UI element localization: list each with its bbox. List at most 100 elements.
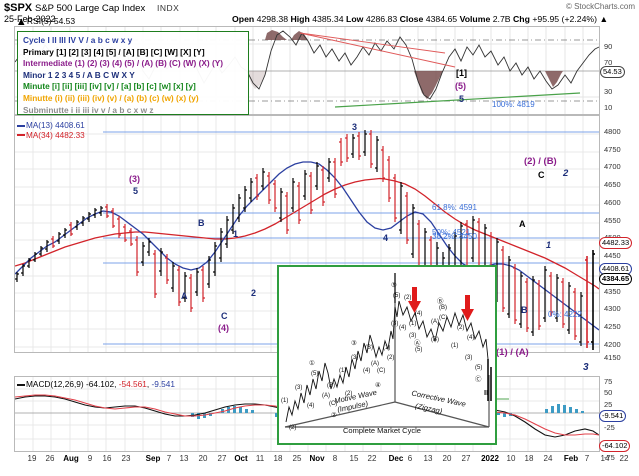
elliott-wave-cycle-inset: (1) (2) (3) (4) (5) (A) (C) (1) (2) (B) … bbox=[277, 265, 497, 445]
inset-diagram: (1) (2) (3) (4) (5) (A) (C) (1) (2) (B) … bbox=[281, 273, 492, 431]
wave-label-primary-1: [1] bbox=[456, 68, 467, 78]
close-label: Close bbox=[399, 14, 424, 24]
open-value: 4298.38 bbox=[256, 14, 289, 24]
symbol-ticker: $SPX bbox=[4, 2, 33, 14]
date-tick: 15 bbox=[349, 454, 359, 463]
ma13-color-swatch bbox=[17, 124, 25, 127]
svg-text:(4): (4) bbox=[467, 335, 474, 341]
wave-label-5-minor: 5 bbox=[459, 94, 465, 104]
date-tick: Feb bbox=[563, 454, 579, 463]
ma34-value: 4482.33 bbox=[55, 130, 85, 140]
svg-text:(B): (B) bbox=[327, 383, 335, 389]
rsi-tick-90: 90 bbox=[604, 42, 613, 51]
close-price-bubble: 4384.65 bbox=[599, 273, 633, 285]
legend-primary: Primary [1] [2] [3] [4] [5] / [A] [B] [C… bbox=[23, 46, 205, 57]
symbol-name: S&P 500 Large Cap Index bbox=[35, 3, 146, 14]
price-tick-4300: 4300 bbox=[604, 304, 621, 313]
date-tick: 27 bbox=[217, 454, 227, 463]
svg-text:④: ④ bbox=[375, 381, 381, 389]
date-tick: 9 bbox=[87, 454, 93, 463]
wave-label-C-top: C bbox=[538, 170, 545, 180]
date-tick: 11 bbox=[255, 454, 265, 463]
high-value: 4385.34 bbox=[312, 14, 344, 24]
macd-indicator-label: MACD(12,26,9) -64.102, -54.561, -9.541 bbox=[17, 379, 175, 389]
inset-caption-bottom: Complete Market Cycle bbox=[343, 426, 421, 435]
macd-tick-50: 50 bbox=[604, 388, 613, 397]
svg-text:③: ③ bbox=[351, 339, 357, 347]
wave-label-4-intermediate: (4) bbox=[218, 323, 229, 333]
ma13-value: 4408.61 bbox=[55, 121, 85, 130]
volume-label: Volume bbox=[459, 14, 491, 24]
macd-v1: -64.102 bbox=[85, 379, 115, 389]
wave-label-3-intermediate: (3) bbox=[129, 174, 140, 184]
wave-label-4-mid: 4 bbox=[383, 233, 389, 243]
rsi-tick-70: 70 bbox=[604, 58, 613, 67]
date-tick: 22 bbox=[367, 454, 377, 463]
close-value: 4384.65 bbox=[425, 14, 458, 24]
date-tick: Sep bbox=[145, 454, 161, 463]
svg-text:(4): (4) bbox=[415, 311, 422, 317]
date-tick: 24 bbox=[543, 454, 553, 463]
svg-text:(5): (5) bbox=[311, 371, 318, 377]
svg-text:(1): (1) bbox=[383, 345, 390, 351]
date-tick: 18 bbox=[524, 454, 534, 463]
price-tick-4600: 4600 bbox=[604, 198, 621, 207]
macd-signal-bubble: -9.541 bbox=[599, 410, 627, 422]
macd-v3: -9.541 bbox=[151, 379, 176, 389]
ohlc-summary: Open 4298.38 High 4385.34 Low 4286.83 Cl… bbox=[232, 14, 608, 24]
date-tick: 20 bbox=[442, 454, 452, 463]
date-tick: Nov bbox=[309, 454, 325, 463]
rsi-current-bubble: 54.53 bbox=[600, 66, 625, 78]
date-tick: 2022 bbox=[481, 454, 499, 463]
wave-label-3: 3 bbox=[352, 122, 358, 132]
fib-label-0: 0%: 4222 bbox=[548, 310, 582, 319]
price-tick-4200: 4200 bbox=[604, 340, 621, 349]
svg-text:(C): (C) bbox=[377, 368, 385, 374]
legend-cycle: Cycle I II III IV V / a b c w x y bbox=[23, 35, 133, 45]
date-tick: 7 bbox=[166, 454, 172, 463]
wave-label-2-top: 2 bbox=[563, 168, 569, 179]
wave-label-1-A: (1) / (A) bbox=[496, 347, 529, 358]
fib-label-382: 38.2%: 4450 bbox=[432, 232, 477, 241]
ma13-legend-row: MA(13) 4408.61 bbox=[17, 121, 85, 131]
macd-tick-m25: -25 bbox=[604, 423, 615, 432]
svg-text:(2): (2) bbox=[289, 425, 296, 431]
moving-average-legend: MA(13) 4408.61 MA(34) 4482.33 bbox=[17, 121, 85, 140]
date-tick: Dec bbox=[388, 454, 404, 463]
svg-text:(4): (4) bbox=[399, 325, 406, 331]
svg-text:(5): (5) bbox=[475, 365, 482, 371]
fib-label-100: 100%: 4819 bbox=[492, 100, 535, 109]
date-tick: 23 bbox=[121, 454, 131, 463]
chart-date: 25-Feb-2022 bbox=[4, 14, 56, 24]
wave-label-2: 2 bbox=[251, 288, 257, 298]
volume-value: 2.7B bbox=[492, 14, 511, 24]
svg-text:(1): (1) bbox=[339, 368, 346, 374]
date-tick: 27 bbox=[461, 454, 471, 463]
wave-label-A: A bbox=[181, 291, 188, 301]
date-tick: 10 bbox=[506, 454, 516, 463]
price-tick-4350: 4350 bbox=[604, 287, 621, 296]
date-tick: 14 bbox=[600, 454, 610, 463]
wave-label-1-mid: 1 bbox=[546, 240, 552, 250]
rsi-value: 54.53 bbox=[53, 16, 76, 26]
high-label: High bbox=[290, 14, 310, 24]
svg-text:(2): (2) bbox=[345, 391, 352, 397]
macd-tick-25: 25 bbox=[604, 400, 613, 409]
svg-text:②: ② bbox=[331, 411, 337, 419]
date-tick: 25 bbox=[292, 454, 302, 463]
date-tick: Oct bbox=[234, 454, 248, 463]
svg-text:(2): (2) bbox=[404, 295, 411, 301]
svg-text:(B): (B) bbox=[365, 345, 373, 351]
chg-value: +95.95 (+2.24%) ▲ bbox=[532, 14, 609, 24]
svg-text:(2): (2) bbox=[457, 325, 464, 331]
date-tick: Aug bbox=[63, 454, 79, 463]
svg-text:(1): (1) bbox=[409, 321, 416, 327]
macd-label: MACD(12,26,9) bbox=[26, 379, 84, 389]
wave-label-5-intermediate: (5) bbox=[455, 81, 466, 91]
rsi-tick-30: 30 bbox=[604, 87, 613, 96]
date-tick: 13 bbox=[179, 454, 189, 463]
svg-text:(A): (A) bbox=[371, 361, 379, 367]
svg-text:(1): (1) bbox=[451, 343, 458, 349]
wave-label-3-right: 3 bbox=[583, 362, 589, 373]
